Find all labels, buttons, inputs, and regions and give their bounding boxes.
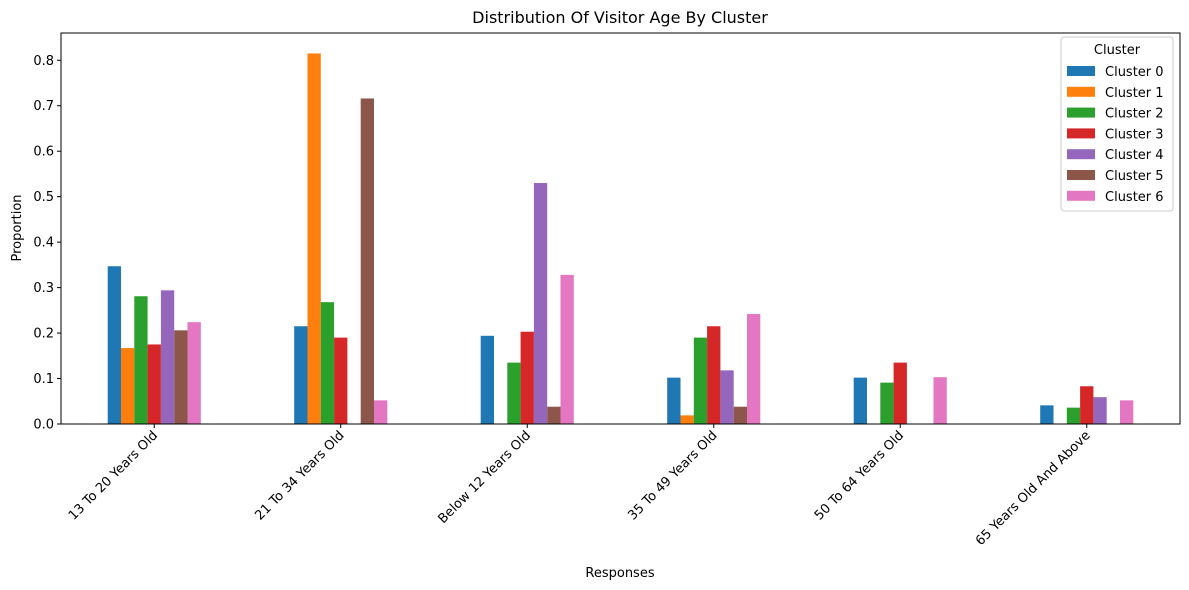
legend-swatch	[1067, 66, 1095, 76]
bar-cluster-3-5	[893, 362, 907, 424]
legend-entry: Cluster 4	[1105, 148, 1164, 163]
legend-entry: Cluster 3	[1105, 127, 1164, 142]
bar-cluster-0-2	[294, 326, 308, 424]
x-tick-label: 35 To 49 Years Old	[625, 428, 720, 523]
legend-swatch	[1067, 170, 1095, 180]
bar-cluster-1-4	[680, 415, 694, 424]
bar-cluster-6-6	[1120, 400, 1134, 424]
legend-swatch	[1067, 107, 1095, 118]
bar-cluster-5-1	[174, 330, 188, 424]
bar-cluster-4-3	[533, 183, 548, 424]
legend-entry: Cluster 6	[1105, 190, 1164, 205]
bar-cluster-2-2	[320, 302, 335, 424]
bar-cluster-2-6	[1066, 407, 1081, 424]
y-tick-label: 0.2	[33, 327, 54, 342]
bar-cluster-0-4	[667, 377, 681, 424]
bar-cluster-5-4	[733, 406, 747, 424]
x-tick-label: 50 To 64 Years Old	[812, 428, 907, 523]
bar-cluster-4-4	[720, 370, 734, 424]
plot-frame	[60, 32, 1181, 425]
legend: Cluster Cluster 0 Cluster 1 Cluster 2 Cluste…	[1060, 36, 1174, 212]
bar-cluster-3-2	[334, 337, 348, 424]
bar-cluster-0-3	[480, 335, 494, 424]
bar-cluster-5-3	[547, 406, 561, 424]
y-tick-label: 0.6	[33, 145, 54, 160]
bar-cluster-5-2	[360, 98, 374, 424]
bar-cluster-1-1	[121, 348, 135, 424]
y-tick-label: 0.4	[33, 236, 54, 251]
bar-cluster-0-5	[853, 377, 867, 424]
bar-cluster-4-6	[1093, 397, 1107, 424]
legend-entry: Cluster 0	[1105, 65, 1164, 80]
y-tick-label: 0.8	[33, 54, 54, 69]
x-tick-label: 21 To 34 Years Old	[252, 428, 347, 523]
bar-cluster-2-4	[693, 337, 708, 424]
x-tick-label: 65 Years Old And Above	[973, 428, 1094, 549]
bar-cluster-6-2	[374, 400, 388, 424]
bar-cluster-4-1	[160, 290, 175, 424]
bar-cluster-6-4	[747, 313, 761, 424]
x-tick-label: Below 12 Years Old	[435, 428, 534, 527]
legend-swatch	[1067, 149, 1095, 160]
legend-entry: Cluster 1	[1105, 86, 1164, 101]
bar-cluster-3-6	[1080, 386, 1094, 424]
bar-cluster-6-5	[933, 377, 947, 424]
legend-swatch	[1067, 190, 1095, 201]
chart-title: Distribution Of Visitor Age By Cluster	[472, 8, 768, 27]
y-tick-label: 0.1	[33, 372, 54, 387]
x-axis-label: Responses	[585, 566, 654, 581]
y-tick-label: 0.0	[33, 418, 54, 433]
bar-cluster-2-1	[134, 296, 148, 424]
bar-cluster-0-1	[107, 266, 121, 424]
plot-area: 0.0 0.1 0.2 0.3 0.4 0.5 0.6 0.7 0.8 13 To 20 Year…	[33, 32, 1181, 549]
legend-entry: Cluster 2	[1105, 107, 1164, 122]
y-tick-label: 0.3	[33, 281, 54, 296]
bar-cluster-3-4	[707, 326, 721, 424]
y-axis-label: Proportion	[10, 194, 25, 261]
bar-cluster-3-3	[520, 331, 534, 424]
y-tick-label: 0.7	[33, 99, 54, 114]
legend-swatch	[1067, 128, 1095, 139]
x-tick-label: 13 To 20 Years Old	[66, 428, 161, 523]
bar-cluster-2-5	[880, 382, 894, 424]
bar-cluster-6-1	[187, 322, 201, 424]
bar-cluster-1-2	[307, 53, 321, 425]
legend-entry: Cluster 5	[1105, 169, 1164, 184]
legend-title: Cluster	[1094, 43, 1141, 58]
y-tick-label: 0.5	[33, 190, 54, 205]
bar-cluster-6-3	[560, 274, 574, 424]
bar-cluster-2-3	[507, 362, 521, 424]
legend-frame	[1060, 36, 1174, 212]
bar-cluster-0-6	[1040, 405, 1054, 424]
bar-cluster-3-1	[147, 344, 161, 424]
legend-swatch	[1067, 86, 1095, 97]
